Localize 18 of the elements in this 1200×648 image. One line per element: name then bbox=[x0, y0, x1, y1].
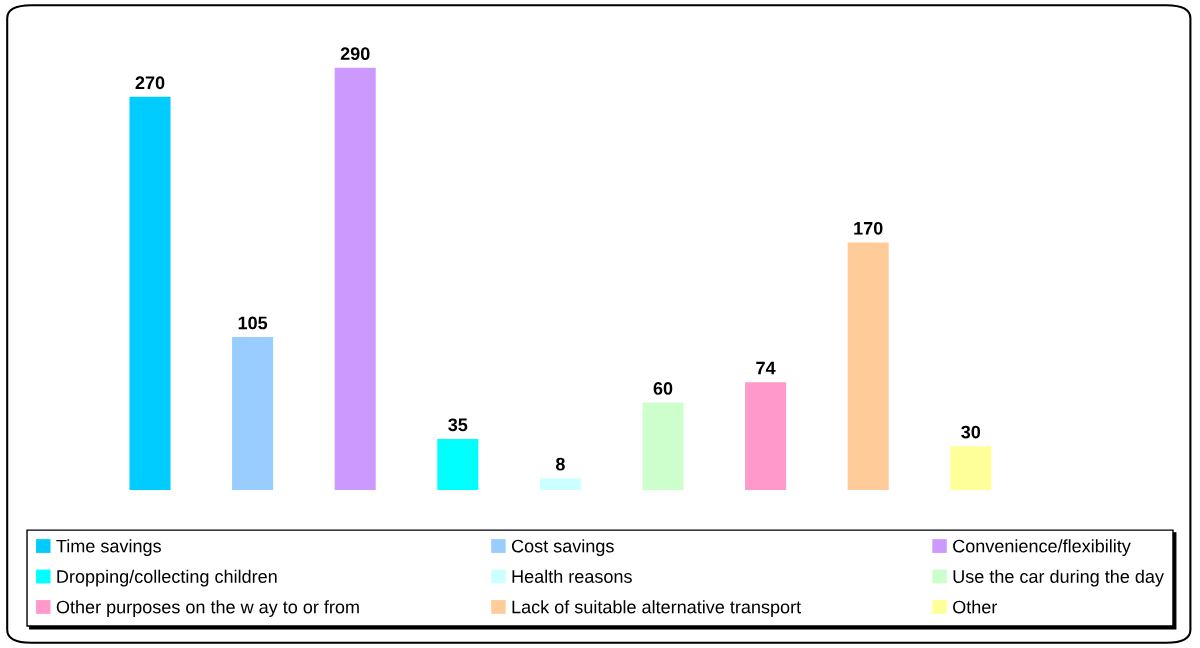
data-label: 170 bbox=[854, 221, 883, 235]
legend-label: Dropping/collecting children bbox=[57, 569, 277, 587]
legend-label: Cost savings bbox=[511, 539, 614, 557]
legend-label: Other purposes on the w ay to or from bbox=[56, 600, 359, 617]
legend-label: Use the car during the day bbox=[953, 569, 1164, 587]
legend-label: Health reasons bbox=[512, 569, 632, 583]
data-label: 60 bbox=[653, 382, 673, 395]
legend-label: Other bbox=[953, 600, 998, 614]
data-label: 30 bbox=[961, 425, 981, 439]
data-label: 270 bbox=[135, 76, 165, 90]
data-label: 290 bbox=[340, 47, 370, 61]
data-label: 74 bbox=[756, 361, 776, 375]
data-label: 8 bbox=[555, 457, 565, 471]
data-label: 105 bbox=[238, 316, 268, 330]
legend-label: Time savings bbox=[56, 539, 161, 557]
data-label: 35 bbox=[448, 418, 468, 432]
legend-label: Lack of suitable alternative transport bbox=[512, 600, 801, 617]
legend-label: Convenience/flexibility bbox=[953, 539, 1131, 557]
